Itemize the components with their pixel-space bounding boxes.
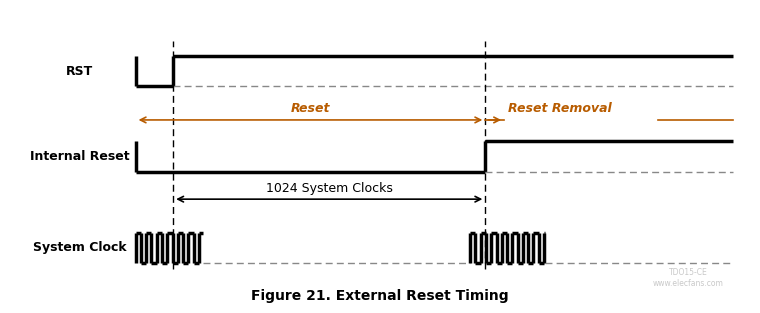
Text: RST: RST xyxy=(65,65,93,78)
Text: Internal Reset: Internal Reset xyxy=(30,150,129,163)
Text: System Clock: System Clock xyxy=(33,241,126,254)
Text: 1024 System Clocks: 1024 System Clocks xyxy=(266,182,393,196)
Text: TDO15-CE
www.elecfans.com: TDO15-CE www.elecfans.com xyxy=(653,268,724,288)
Text: Reset: Reset xyxy=(291,102,331,115)
Text: Reset Removal: Reset Removal xyxy=(508,102,612,115)
Text: Figure 21. External Reset Timing: Figure 21. External Reset Timing xyxy=(252,289,508,303)
